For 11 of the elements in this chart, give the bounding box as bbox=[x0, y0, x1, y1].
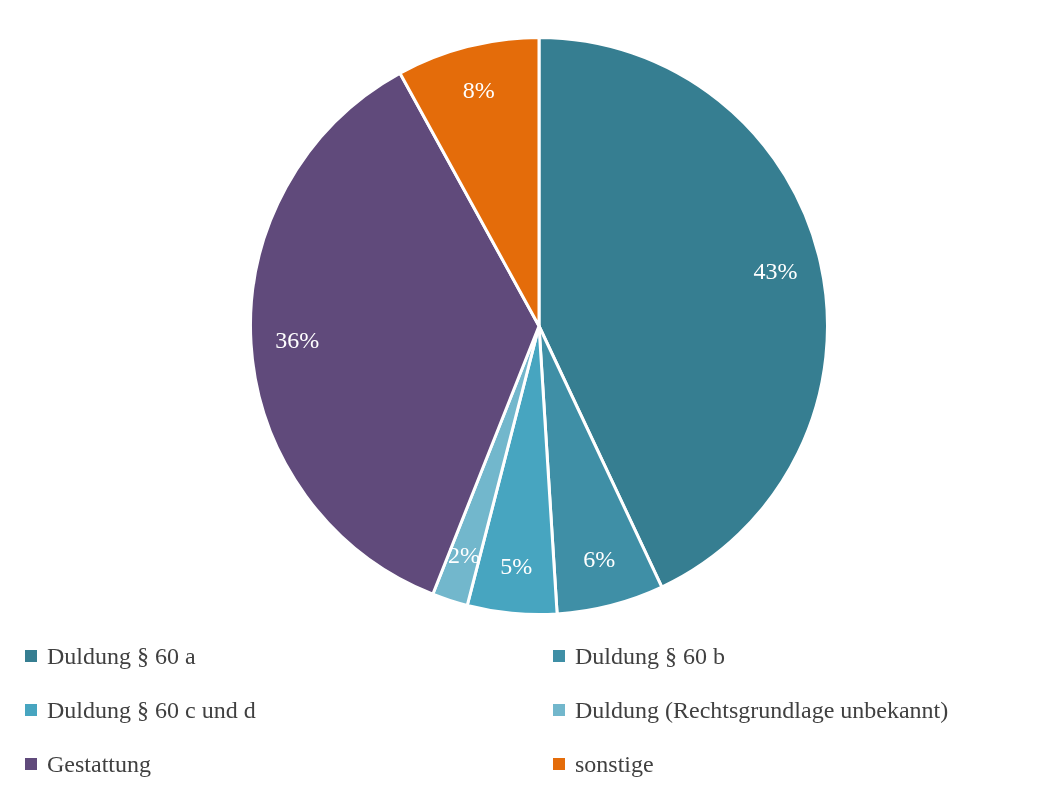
legend-label: Duldung § 60 c und d bbox=[47, 696, 256, 725]
legend-label: Duldung § 60 b bbox=[575, 642, 725, 671]
legend-label: Duldung § 60 a bbox=[47, 642, 196, 671]
legend-label: Duldung (Rechtsgrundlage unbekannt) bbox=[575, 696, 949, 725]
data-label: 8% bbox=[462, 76, 495, 103]
data-label: 6% bbox=[583, 546, 616, 573]
data-label: 5% bbox=[500, 552, 533, 579]
data-label: 36% bbox=[275, 326, 320, 353]
data-label: 43% bbox=[753, 258, 798, 285]
legend-label: sonstige bbox=[575, 750, 654, 779]
legend-label: Gestattung bbox=[47, 750, 151, 779]
